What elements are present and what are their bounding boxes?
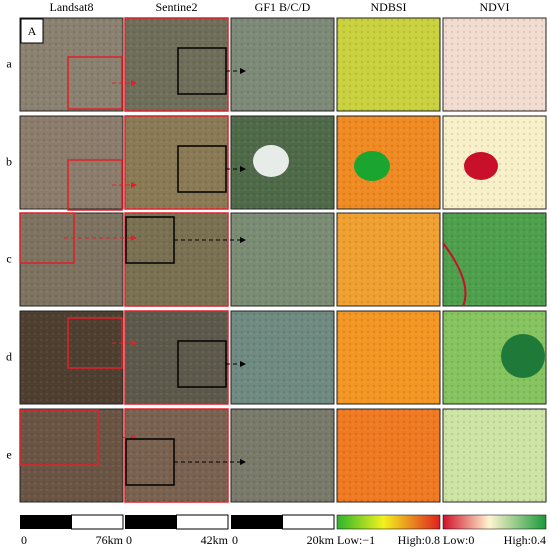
scale-bar-black <box>231 515 283 529</box>
row-label: e <box>6 447 11 461</box>
legend-low: Low:−1 <box>337 533 375 547</box>
panel-texture <box>231 18 334 111</box>
scale-bar-white <box>176 514 229 530</box>
row-label: b <box>6 154 12 168</box>
panel-texture <box>231 311 334 404</box>
row-label: d <box>6 349 12 363</box>
panel-texture <box>443 18 546 111</box>
color-ramp <box>336 514 441 530</box>
water-body <box>253 145 289 177</box>
scale-start: 0 <box>21 533 27 547</box>
column-header: NDVI <box>480 0 510 14</box>
scale-bar-white <box>282 514 335 530</box>
panel-texture <box>125 116 228 209</box>
labels: Landsat8 Sentine2 GF1 B/C/D NDBSI NDVI a b c d e A… <box>6 0 546 547</box>
legend-high: High:0.4 <box>504 533 546 547</box>
panel-texture <box>125 213 228 306</box>
column-header: Landsat8 <box>50 0 94 14</box>
panels <box>19 17 547 530</box>
legend-low: Low:0 <box>443 533 474 547</box>
north-arrow-box <box>20 18 44 44</box>
scale-end: 20km <box>307 533 335 547</box>
panel-texture <box>231 409 334 502</box>
panel-texture <box>125 311 228 404</box>
vegetation-area <box>501 334 545 378</box>
panel-texture <box>20 213 123 306</box>
panel-texture <box>20 116 123 209</box>
row-label: a <box>6 56 12 70</box>
scale-end: 42km <box>201 533 229 547</box>
legend-high: High:0.8 <box>398 533 440 547</box>
panel-texture <box>20 409 123 502</box>
column-header: Sentine2 <box>156 0 198 14</box>
panel-texture <box>337 18 440 111</box>
river <box>442 242 467 307</box>
panel-texture <box>337 213 440 306</box>
scale-bar-black <box>125 515 177 529</box>
scale-start: 0 <box>232 533 238 547</box>
column-header: NDBSI <box>370 0 406 14</box>
panel-texture <box>20 311 123 404</box>
panel-texture <box>443 213 546 306</box>
panel-texture <box>337 311 440 404</box>
panel-texture <box>125 409 228 502</box>
scale-bar-white <box>71 514 124 530</box>
scale-end: 76km <box>96 533 124 547</box>
panel-texture <box>231 213 334 306</box>
panel-texture <box>125 18 228 111</box>
panel-texture <box>337 409 440 502</box>
north-arrow: A <box>28 24 37 38</box>
water-body <box>464 152 498 180</box>
water-body <box>354 151 390 181</box>
column-header: GF1 B/C/D <box>255 0 311 14</box>
color-ramp <box>442 514 547 530</box>
panel-texture <box>443 409 546 502</box>
row-label: c <box>6 251 11 265</box>
scale-bar-black <box>20 515 72 529</box>
scale-start: 0 <box>126 533 132 547</box>
